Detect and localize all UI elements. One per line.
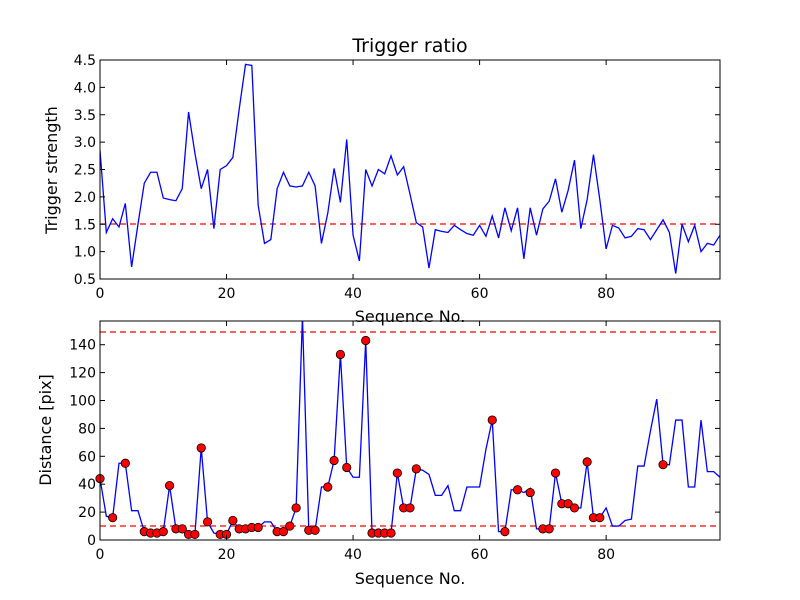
data-point-marker [120,458,130,468]
data-point-marker [525,487,535,498]
x-tick-label: 60 [471,547,489,563]
data-point-marker [108,513,118,523]
y-tick-label: 3.0 [74,135,96,151]
y-tick-label: 1.5 [74,217,96,233]
plot-frame [99,320,721,541]
x-tick-label: 20 [218,547,236,563]
y-tick-label: 60 [78,449,96,465]
y-axis-ticks: 0.5 1.0 1.5 2.0 2.5 3.0 3.5 4.0 4.5 [74,53,720,288]
data-point-marker [487,415,497,425]
data-point-marker [342,462,352,473]
data-point-marker [500,527,510,537]
data-point-marker [512,485,523,495]
y-axis-ticks: 0 20 40 60 80 100 120 140 [69,338,720,549]
y-tick-label: 40 [78,477,96,493]
y-tick-label: 2.0 [74,190,96,206]
x-tick-label: 40 [344,286,362,302]
data-point-marker [595,513,605,523]
x-tick-label: 0 [96,286,105,302]
data-point-marker [361,335,371,346]
x-tick-label: 60 [471,286,489,302]
y-tick-label: 120 [69,366,96,382]
x-axis-label: Sequence No. [355,307,466,326]
x-tick-label: 40 [344,547,362,563]
y-axis-label: Distance [pix] [36,374,55,486]
y-tick-label: 20 [78,505,96,521]
y-axis-label: Trigger strength [42,106,61,235]
y-tick-label: 0.5 [74,272,96,288]
data-point-marker [323,482,333,492]
data-point-marker [278,527,289,537]
y-tick-label: 2.5 [74,163,96,179]
data-point-marker [329,455,339,466]
x-axis-ticks: 0 20 40 60 80 [96,60,615,302]
data-point-marker [550,468,561,478]
data-point-marker [164,480,175,491]
data-point-marker [253,522,263,533]
x-tick-label: 80 [597,547,615,563]
data-point-marker [285,521,295,531]
chart-title: Trigger ratio [351,35,467,57]
data-point-marker [202,517,213,527]
y-tick-label: 100 [69,394,96,410]
y-tick-label: 4.5 [74,53,96,69]
y-tick-label: 3.5 [74,108,96,124]
data-point-marker [658,460,668,470]
y-tick-label: 0 [87,533,96,549]
outlier-markers [95,335,668,540]
data-point-marker [563,499,573,509]
x-tick-label: 80 [597,286,615,302]
data-point-marker [392,468,402,478]
y-tick-label: 80 [78,421,96,437]
data-point-marker [544,524,554,534]
data-point-marker [411,464,421,474]
x-axis-label: Sequence No. [355,569,466,588]
y-tick-label: 4.0 [74,80,96,96]
data-point-marker [196,443,206,453]
x-tick-label: 0 [96,547,105,563]
data-point-marker [405,503,415,513]
data-point-marker [386,528,396,538]
data-point-marker [177,524,187,534]
data-point-marker [335,349,346,360]
trigger-strength-line [100,63,720,274]
data-point-marker [158,527,168,537]
x-tick-label: 20 [218,286,236,302]
trigger-ratio-panel: Trigger ratio 0 20 40 60 80 0.5 1.0 1.5 2.0 2.5 3… [42,35,721,326]
data-point-marker [291,503,301,513]
y-tick-label: 140 [69,338,96,354]
data-point-marker [310,525,320,535]
data-point-marker [228,515,238,526]
data-point-marker [190,529,200,540]
data-point-marker [582,457,592,467]
data-point-marker [569,503,580,513]
x-axis-ticks: 0 20 40 60 80 [96,321,615,563]
distance-panel: 0 20 40 60 80 0 20 40 60 80 100 120 140 Sequence No… [36,320,721,588]
y-tick-label: 1.0 [74,245,96,261]
